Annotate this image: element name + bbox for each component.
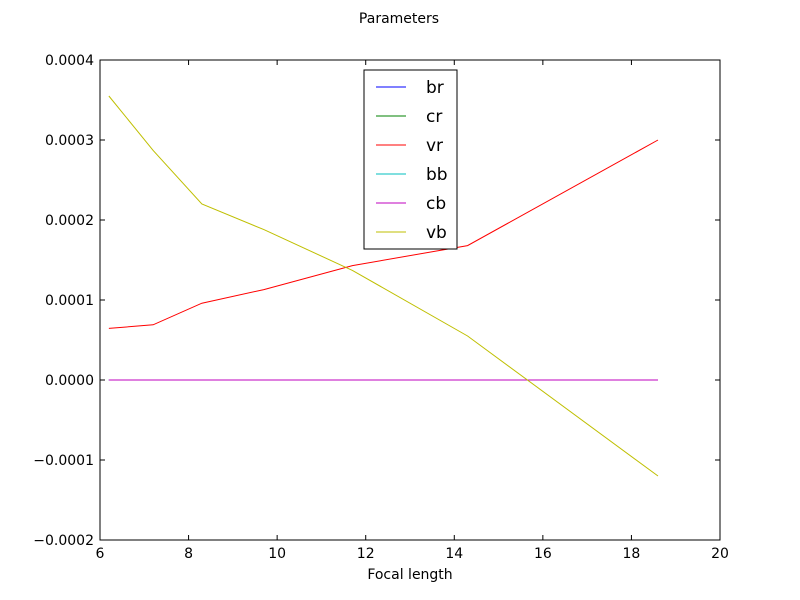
x-tick-label: 6 <box>96 546 105 562</box>
x-tick-label: 8 <box>184 546 193 562</box>
y-tick-label: 0.0002 <box>45 213 94 229</box>
x-tick-label: 10 <box>268 546 286 562</box>
ticks-layer: 6 8 10 12 14 16 18 20 −0.0002 −0.0001 0.0000 0.0001… <box>33 53 729 562</box>
y-tick-label: 0.0004 <box>45 53 94 69</box>
x-tick-label: 12 <box>357 546 375 562</box>
y-tick-label: 0.0003 <box>45 133 94 149</box>
x-tick-label: 14 <box>445 546 463 562</box>
legend-label-vb: vb <box>426 223 447 243</box>
x-tick-label: 18 <box>623 546 641 562</box>
plot-frame <box>99 59 721 541</box>
legend-label-br: br <box>426 78 444 98</box>
series-layer <box>108 95 659 477</box>
legend: br cr vr bb cb vb <box>363 69 458 250</box>
legend-label-cr: cr <box>426 107 442 127</box>
legend-label-bb: bb <box>426 165 448 185</box>
y-tick-label: 0.0001 <box>45 293 94 309</box>
legend-box <box>363 69 458 250</box>
legend-label-cb: cb <box>426 194 446 214</box>
y-tick-label: −0.0002 <box>33 533 94 549</box>
legend-label-vr: vr <box>426 136 443 156</box>
y-tick-label: −0.0001 <box>33 453 94 469</box>
series-line-vr <box>108 139 659 329</box>
series-line-vb <box>108 95 659 477</box>
chart-title: Parameters <box>359 11 439 27</box>
y-tick-label: 0.0000 <box>45 373 94 389</box>
x-tick-label: 20 <box>711 546 729 562</box>
x-axis-label: Focal length <box>367 567 452 583</box>
x-tick-label: 16 <box>534 546 552 562</box>
